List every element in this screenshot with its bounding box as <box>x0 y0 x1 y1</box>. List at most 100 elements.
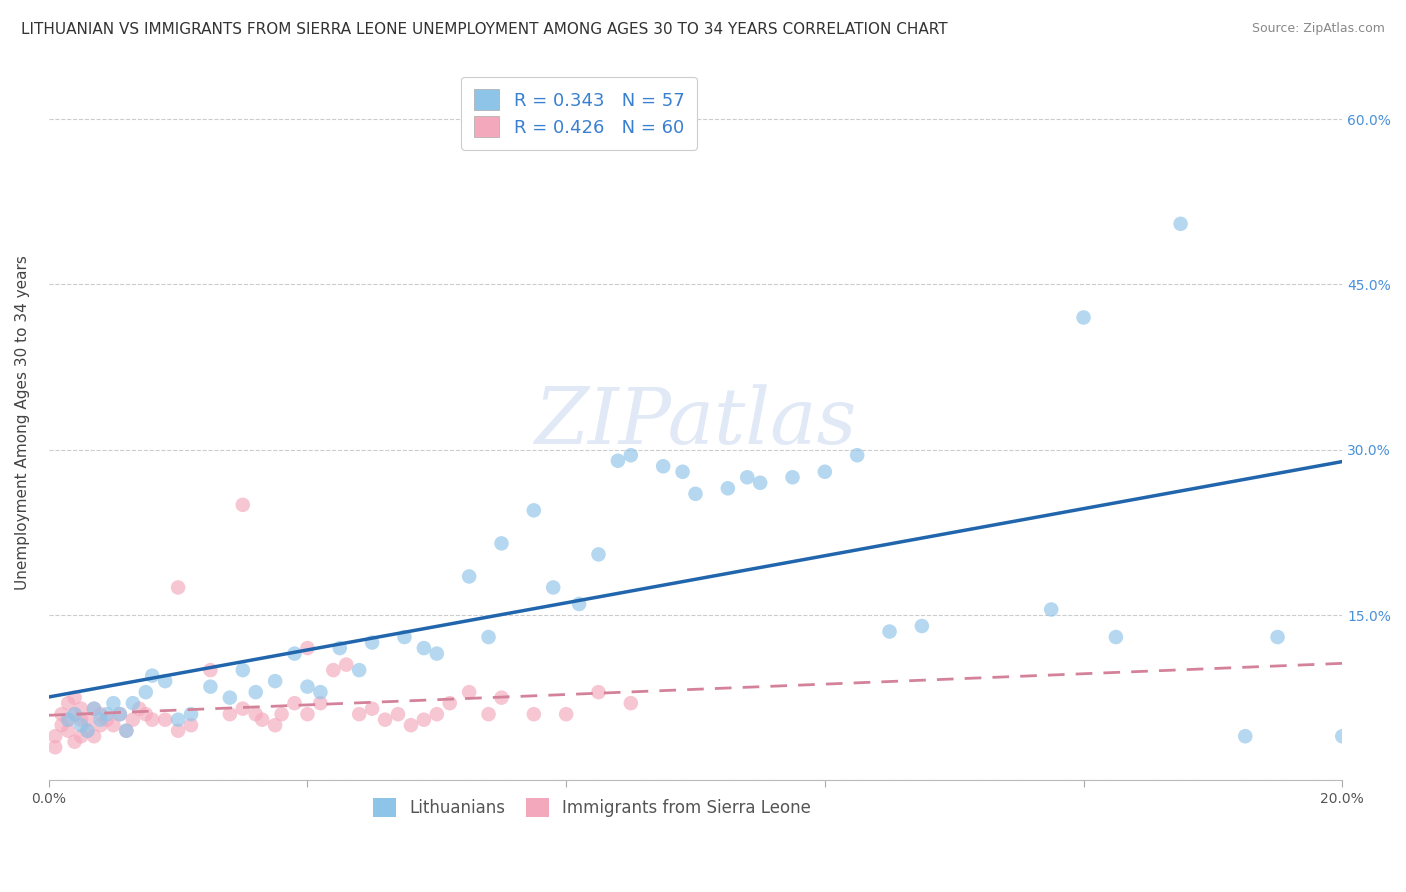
Point <box>141 713 163 727</box>
Point <box>250 713 273 727</box>
Point <box>685 487 707 501</box>
Point <box>89 713 111 727</box>
Point <box>717 481 740 495</box>
Point <box>283 696 305 710</box>
Point <box>782 470 804 484</box>
Point <box>412 713 434 727</box>
Point <box>477 707 499 722</box>
Point <box>426 707 449 722</box>
Point <box>606 454 628 468</box>
Point <box>128 701 150 715</box>
Point <box>56 713 79 727</box>
Point <box>83 701 105 715</box>
Point <box>322 663 344 677</box>
Point <box>297 707 319 722</box>
Point <box>879 624 901 639</box>
Point <box>652 459 675 474</box>
Point <box>63 707 86 722</box>
Point <box>297 641 319 656</box>
Point <box>361 635 384 649</box>
Point <box>671 465 693 479</box>
Point <box>426 647 449 661</box>
Point <box>309 685 332 699</box>
Point <box>103 718 125 732</box>
Point <box>588 685 610 699</box>
Point <box>141 668 163 682</box>
Point <box>56 713 79 727</box>
Text: Source: ZipAtlas.com: Source: ZipAtlas.com <box>1251 22 1385 36</box>
Point <box>458 569 481 583</box>
Point <box>329 641 352 656</box>
Point <box>297 680 319 694</box>
Point <box>245 685 267 699</box>
Point <box>523 503 546 517</box>
Point <box>108 707 131 722</box>
Point <box>568 597 591 611</box>
Point <box>103 696 125 710</box>
Point <box>620 696 643 710</box>
Point <box>412 641 434 656</box>
Point <box>200 663 222 677</box>
Point <box>135 707 157 722</box>
Point <box>44 740 66 755</box>
Point <box>439 696 461 710</box>
Point <box>399 718 422 732</box>
Point <box>374 713 396 727</box>
Point <box>387 707 409 722</box>
Point <box>89 707 111 722</box>
Point <box>846 448 869 462</box>
Point <box>135 685 157 699</box>
Point <box>245 707 267 722</box>
Point <box>264 674 287 689</box>
Point <box>232 701 254 715</box>
Point <box>218 707 240 722</box>
Point <box>108 707 131 722</box>
Point <box>270 707 292 722</box>
Point <box>264 718 287 732</box>
Point <box>56 696 79 710</box>
Point <box>335 657 357 672</box>
Point <box>477 630 499 644</box>
Point <box>83 701 105 715</box>
Point <box>394 630 416 644</box>
Point <box>153 674 176 689</box>
Point <box>180 718 202 732</box>
Point <box>121 696 143 710</box>
Point <box>814 465 837 479</box>
Point <box>200 680 222 694</box>
Point <box>749 475 772 490</box>
Point <box>76 713 98 727</box>
Point <box>44 729 66 743</box>
Point <box>70 713 93 727</box>
Point <box>523 707 546 722</box>
Point <box>283 647 305 661</box>
Point <box>1073 310 1095 325</box>
Point <box>218 690 240 705</box>
Point <box>76 723 98 738</box>
Point <box>56 723 79 738</box>
Point <box>70 729 93 743</box>
Point <box>115 723 138 738</box>
Text: ZIPatlas: ZIPatlas <box>534 384 856 460</box>
Point <box>51 718 73 732</box>
Point <box>63 690 86 705</box>
Point <box>96 707 118 722</box>
Point <box>1040 602 1063 616</box>
Point <box>153 713 176 727</box>
Point <box>167 581 190 595</box>
Point <box>232 663 254 677</box>
Point <box>89 718 111 732</box>
Point <box>620 448 643 462</box>
Point <box>555 707 578 722</box>
Point <box>83 729 105 743</box>
Point <box>347 707 370 722</box>
Point <box>70 701 93 715</box>
Point <box>115 723 138 738</box>
Point <box>911 619 934 633</box>
Point <box>180 707 202 722</box>
Point <box>309 696 332 710</box>
Point <box>361 701 384 715</box>
Point <box>167 713 190 727</box>
Point <box>96 713 118 727</box>
Point <box>1234 729 1257 743</box>
